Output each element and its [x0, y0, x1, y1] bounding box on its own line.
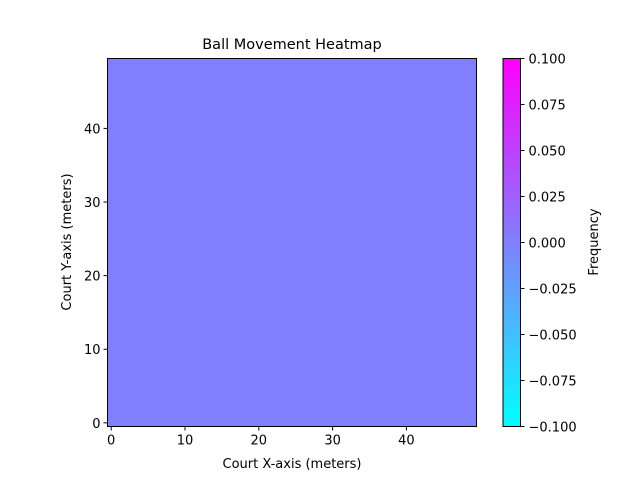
colorbar-tick-label: 0.025: [529, 191, 566, 206]
y-tick-label: 30: [84, 196, 101, 211]
y-tick-label: 0: [92, 417, 100, 432]
x-tick-label: 10: [177, 434, 194, 449]
x-tick-label: 0: [107, 434, 115, 449]
colorbar-tick-label: 0.000: [529, 237, 566, 252]
colorbar-label: Frequency: [587, 208, 602, 275]
colorbar-ticks: −0.100 −0.075 −0.050 −0.025 0.000 0.025 0.050 0…: [520, 53, 577, 436]
x-tick-label: 20: [251, 434, 268, 449]
y-tick-label: 20: [84, 270, 101, 285]
colorbar: [502, 58, 521, 427]
colorbar-tick-label: −0.025: [529, 283, 577, 298]
heatmap-cell-field: [107, 58, 477, 427]
x-axis-ticks: 0 10 20 30 40: [107, 426, 415, 449]
y-tick-label: 40: [84, 122, 101, 137]
x-tick-label: 40: [398, 434, 415, 449]
plot-frame: [107, 58, 477, 427]
y-tick-label: 10: [84, 343, 101, 358]
colorbar-tick-label: 0.100: [529, 53, 566, 68]
y-axis-ticks: 0 10 20 30 40: [84, 122, 108, 432]
y-axis-label: Court Y-axis (meters): [60, 173, 75, 310]
x-axis-label: Court X-axis (meters): [223, 457, 362, 472]
colorbar-tick-label: −0.075: [529, 375, 577, 390]
colorbar-tick-label: 0.050: [529, 145, 566, 160]
heatmap-cells: [107, 58, 477, 427]
colorbar-tick-label: −0.050: [529, 329, 577, 344]
chart-title: Ball Movement Heatmap: [202, 37, 382, 53]
colorbar-tick-label: 0.075: [529, 99, 566, 114]
colorbar-tick-label: −0.100: [529, 421, 577, 436]
x-tick-label: 30: [324, 434, 341, 449]
